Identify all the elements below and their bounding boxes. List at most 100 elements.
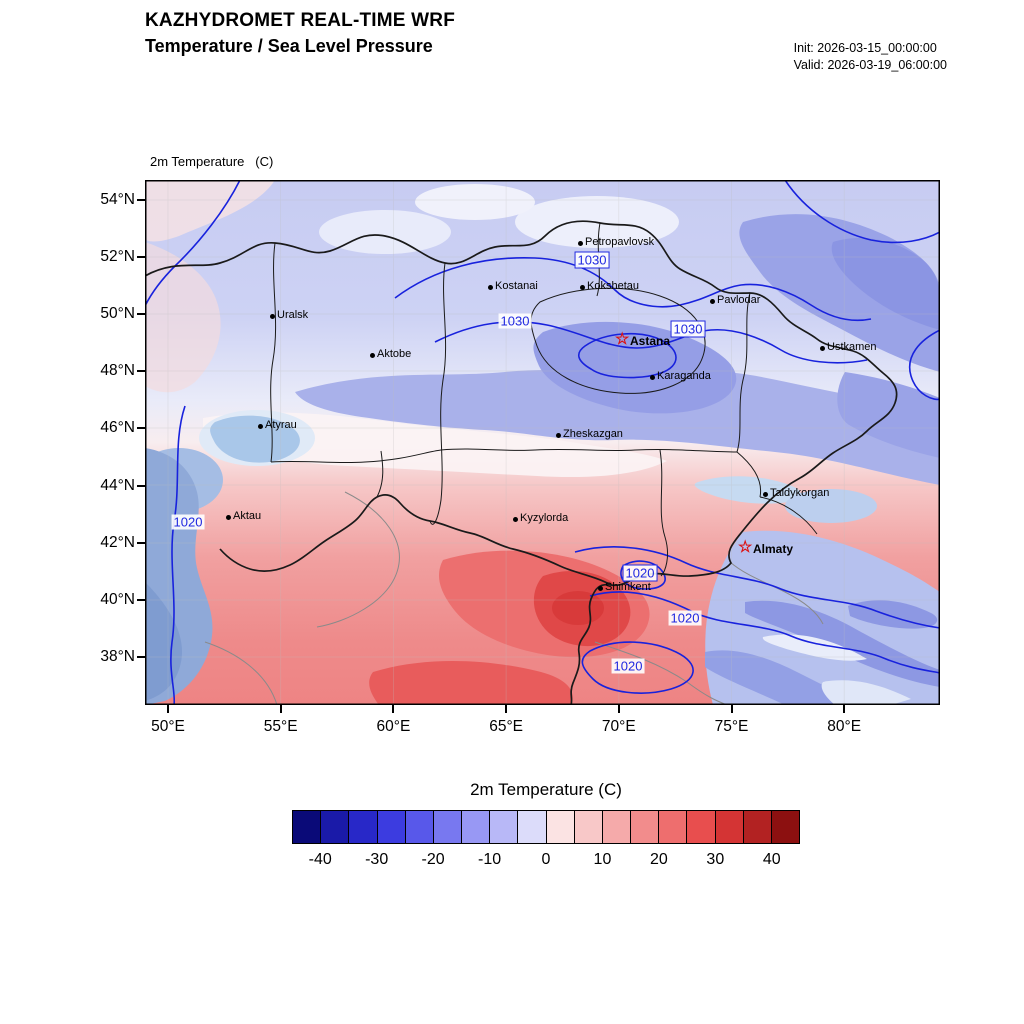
city-label: Petropavlovsk xyxy=(585,236,655,248)
city-label: Kostanai xyxy=(495,280,538,292)
map-canvas xyxy=(145,180,940,705)
lat-tick-label: 40°N xyxy=(100,590,135,608)
colorbar-cell xyxy=(715,811,744,843)
colorbar-cell xyxy=(377,811,406,843)
contour-label: 1030 xyxy=(498,313,532,329)
colorbar-cell xyxy=(743,811,772,843)
lat-tick-label: 46°N xyxy=(100,419,135,437)
lat-tick-label: 44°N xyxy=(100,476,135,494)
map-border-frame xyxy=(145,180,940,705)
lat-tick-label: 50°N xyxy=(100,305,135,323)
colorbar-cell xyxy=(293,811,322,843)
contour-label: 1030 xyxy=(670,320,706,338)
colorbar-tick-label: -40 xyxy=(308,851,332,868)
star-icon: ☆ xyxy=(615,331,630,348)
colorbar xyxy=(292,810,800,844)
lon-tick-mark xyxy=(843,705,846,713)
lat-tick-mark xyxy=(137,199,145,201)
city-dot-icon xyxy=(257,423,263,429)
city-dot-icon xyxy=(579,284,585,290)
lat-tick-label: 48°N xyxy=(100,362,135,380)
pressure-contours xyxy=(145,180,940,705)
lat-tick-label: 54°N xyxy=(100,191,135,208)
contour-label: 1020 xyxy=(171,514,205,530)
colorbar-cell xyxy=(546,811,575,843)
city-label: Atyrau xyxy=(265,419,297,431)
city-dot-icon xyxy=(577,240,583,246)
city-label: Karaganda xyxy=(657,370,711,382)
run-times: Init: 2026-03-15_00:00:00 Valid: 2026-03… xyxy=(794,40,947,74)
foreign-borders xyxy=(204,491,824,705)
lat-tick-label: 52°N xyxy=(100,248,135,266)
colorbar-tick-label: -10 xyxy=(477,851,502,868)
city-dot-icon xyxy=(649,374,655,380)
star-icon: ☆ xyxy=(738,539,753,556)
init-time: Init: 2026-03-15_00:00:00 xyxy=(793,41,937,55)
colorbar-tick-label: 30 xyxy=(706,851,725,868)
map-frame: 1030 1030 1030 1020 1020 1020 1020 Petropavlov… xyxy=(145,180,940,705)
colorbar-cell xyxy=(771,811,800,843)
lat-axis: 54°N 52°N 50°N 48°N 46°N 44°N 42°N 40°N 38°N xyxy=(55,180,135,705)
contour-label: 1030 xyxy=(574,251,610,269)
country-borders xyxy=(145,220,898,705)
lon-tick-mark xyxy=(392,705,395,713)
city-dot-icon xyxy=(512,516,518,522)
city-label: Aktau xyxy=(233,510,262,522)
temperature-shading xyxy=(145,180,940,705)
city-label: Kyzylorda xyxy=(520,512,569,524)
lon-tick-label: 70°E xyxy=(601,718,636,735)
lon-tick-label: 75°E xyxy=(714,718,749,735)
city-dot-icon xyxy=(762,491,768,497)
lon-tick-label: 65°E xyxy=(489,718,523,735)
contour-label: 1020 xyxy=(622,564,658,582)
graticule xyxy=(145,180,940,705)
colorbar-cell xyxy=(687,811,716,843)
colorbar-cell xyxy=(631,811,660,843)
lat-tick-mark xyxy=(137,655,145,658)
temperature-field-label: 2m Temperature (C) xyxy=(150,154,274,169)
colorbar-title: 2m Temperature (C) xyxy=(470,780,622,799)
colorbar-cell xyxy=(433,811,463,843)
colorbar-tick-label: 20 xyxy=(649,851,668,868)
city-label: Taldykorgan xyxy=(770,487,830,499)
colorbar-cell xyxy=(349,811,378,843)
lat-tick-mark xyxy=(137,541,145,544)
city-label: Kokshetau xyxy=(587,280,639,292)
city-dot-icon xyxy=(819,345,825,351)
colorbar-tick-label: -20 xyxy=(421,851,445,868)
colorbar-tick-label: 0 xyxy=(541,851,551,868)
lat-tick-mark xyxy=(137,313,145,316)
page-subtitle: Temperature / Sea Level Pressure xyxy=(145,36,433,56)
lat-tick-mark xyxy=(137,598,145,601)
city-label: Shimkent xyxy=(605,581,651,593)
colorbar-tick-label: -30 xyxy=(365,851,389,868)
lat-tick-mark xyxy=(137,484,145,487)
city-label: Uralsk xyxy=(277,309,309,321)
lon-axis: 50°E 55°E 60°E 65°E 70°E 75°E 80°E xyxy=(145,714,940,740)
city-label: Aktobe xyxy=(377,348,412,360)
city-dot-icon xyxy=(369,352,375,358)
city-label: Ustkamen xyxy=(827,341,877,353)
lon-tick-label: 60°E xyxy=(376,718,411,735)
city-dot-icon xyxy=(269,313,275,319)
lat-tick-label: 42°N xyxy=(100,533,135,551)
city-dot-icon xyxy=(709,298,715,304)
lon-tick-mark xyxy=(279,705,282,713)
colorbar-cell xyxy=(602,811,632,843)
city-dot-icon xyxy=(225,514,231,520)
lon-tick-mark xyxy=(505,705,508,713)
lon-tick-label: 80°E xyxy=(827,718,862,735)
city-label: Pavlodar xyxy=(717,294,761,306)
page-title: KAZHYDROMET REAL-TIME WRF xyxy=(145,10,456,31)
colorbar-cell xyxy=(405,811,434,843)
colorbar-tick-label: 10 xyxy=(593,851,612,868)
lat-tick-label: 38°N xyxy=(100,647,135,665)
contour-label-layer: 1030 1030 1030 1020 1020 1020 1020 xyxy=(145,180,940,705)
city-dot-icon xyxy=(555,432,561,438)
lon-tick-mark xyxy=(730,705,733,713)
lon-tick-mark xyxy=(617,705,620,713)
city-dot-icon xyxy=(487,284,493,290)
lat-tick-mark xyxy=(137,427,145,430)
city-dot-icon xyxy=(597,585,603,591)
